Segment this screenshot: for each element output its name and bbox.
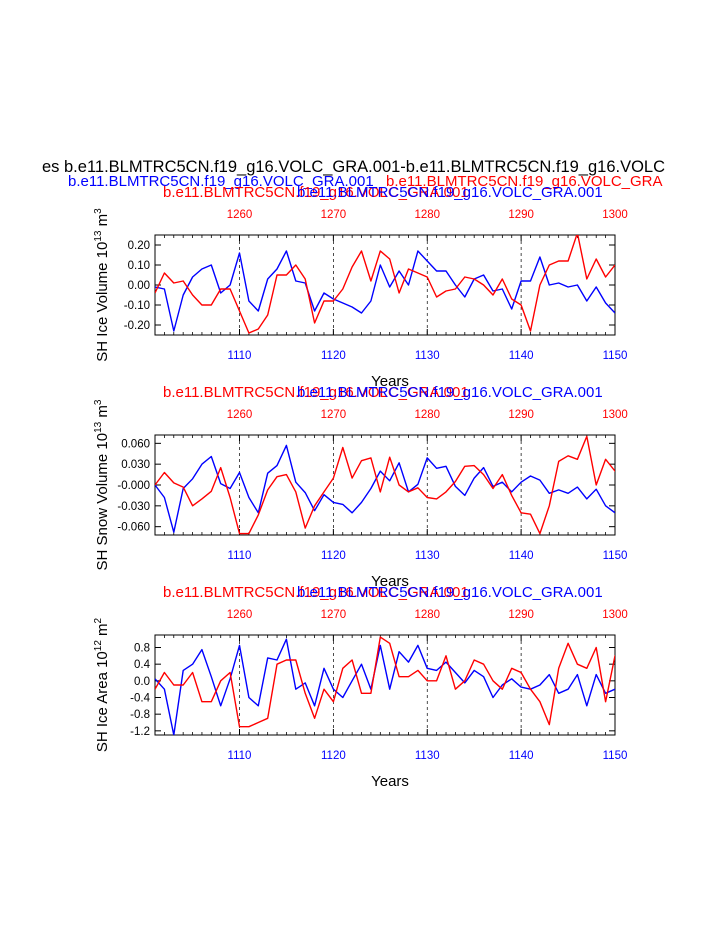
series-line-blue — [155, 250, 615, 332]
y-tick-label: -1.2 — [130, 726, 150, 738]
y-axis-label-exponent: 13 — [93, 421, 104, 433]
panel-title-blue: b.e11.BLMTRC5CN.f19_g16.VOLC_GRA.001 — [297, 184, 603, 201]
y-tick-label: -0.4 — [130, 693, 150, 705]
y-tick-label: 0.0 — [134, 676, 150, 688]
x-tick-label-bottom: 1110 — [228, 750, 252, 762]
y-tick-label: -0.20 — [124, 320, 150, 332]
y-axis-label-part: SH Ice Volume 10 — [94, 242, 111, 362]
y-tick-label: -0.060 — [117, 522, 150, 534]
panel-title-red: b.e11.BLMTRC5CN.f19_g16.VOLC_GRA.001 — [163, 584, 469, 601]
series-line-blue — [155, 638, 615, 735]
ice-volume-panel: b.e11.BLMTRC5CN.f19_g16.VOLC_GRA.001b.e1… — [93, 184, 628, 390]
y-axis-label: SH Snow Volume 1013 m3 — [93, 399, 111, 570]
x-tick-label-top: 1290 — [508, 209, 534, 221]
x-tick-label-bottom: 1150 — [603, 750, 628, 762]
x-tick-label-top: 1280 — [414, 209, 440, 221]
plot-frame — [154, 634, 616, 736]
x-tick-label-bottom: 1120 — [321, 550, 346, 562]
y-axis-label: SH Ice Area 1012 m2 — [93, 617, 111, 752]
y-tick-label: 0.20 — [128, 240, 150, 252]
y-tick-label: 0.060 — [121, 438, 150, 450]
ice-area-panel: b.e11.BLMTRC5CN.f19_g16.VOLC_GRA.001b.e1… — [93, 584, 628, 790]
x-tick-label-bottom: 1130 — [415, 350, 440, 362]
x-tick-label-bottom: 1150 — [603, 350, 628, 362]
y-tick-label: -0.000 — [117, 480, 150, 492]
series-line-blue — [155, 444, 615, 533]
y-tick-label: -0.8 — [130, 709, 150, 721]
y-axis-label-part: m — [94, 214, 111, 231]
x-tick-label-bottom: 1120 — [321, 750, 346, 762]
y-tick-label: 0.10 — [128, 260, 150, 272]
x-tick-label-top: 1270 — [321, 409, 347, 421]
x-tick-label-top: 1290 — [508, 609, 534, 621]
y-tick-label: 0.030 — [121, 459, 150, 471]
x-axis-label: Years — [371, 573, 409, 590]
plot-frame — [154, 234, 616, 336]
x-tick-label-top: 1280 — [414, 409, 440, 421]
y-axis-label-part: m — [94, 405, 111, 422]
panel-title-red: b.e11.BLMTRC5CN.f19_g16.VOLC_GRA.001 — [163, 184, 469, 201]
y-tick-label: 0.00 — [128, 280, 150, 292]
x-tick-label-top: 1300 — [602, 609, 628, 621]
panel-title-red: b.e11.BLMTRC5CN.f19_g16.VOLC_GRA.001 — [163, 384, 469, 401]
snow-volume-panel: b.e11.BLMTRC5CN.f19_g16.VOLC_GRA.001b.e1… — [93, 384, 628, 590]
x-tick-label-top: 1260 — [227, 409, 253, 421]
x-axis-label: Years — [371, 773, 409, 790]
x-tick-label-top: 1260 — [227, 209, 253, 221]
y-tick-label: 0.4 — [134, 659, 151, 671]
y-tick-label: -0.10 — [124, 300, 150, 312]
x-tick-label-bottom: 1110 — [228, 550, 252, 562]
series-line-red — [155, 636, 615, 728]
x-axis-label: Years — [371, 373, 409, 390]
series-line-red — [155, 435, 615, 535]
y-axis-label: SH Ice Volume 1013 m3 — [93, 208, 111, 362]
y-axis-label-exponent: 3 — [93, 208, 104, 214]
x-tick-label-bottom: 1130 — [415, 750, 440, 762]
legend-blue-label: b.e11.BLMTRC5CN.f19_g16.VOLC_GRA.001 — [68, 173, 374, 190]
legend-red-label: b.e11.BLMTRC5CN.f19_g16.VOLC_GRA — [386, 173, 663, 190]
x-tick-label-top: 1290 — [508, 409, 534, 421]
x-tick-label-bottom: 1140 — [509, 550, 534, 562]
y-tick-label: 0.8 — [134, 643, 150, 655]
y-axis-label-part: SH Snow Volume 10 — [94, 433, 111, 571]
x-tick-label-bottom: 1150 — [603, 550, 628, 562]
x-tick-label-top: 1280 — [414, 609, 440, 621]
y-axis-label-part: m — [94, 623, 111, 640]
x-tick-label-bottom: 1130 — [415, 550, 440, 562]
y-axis-label-exponent: 12 — [93, 640, 104, 652]
y-axis-label-exponent: 2 — [93, 617, 104, 623]
figure-title: es b.e11.BLMTRC5CN.f19_g16.VOLC_GRA.001-… — [42, 158, 665, 176]
y-axis-label-exponent: 13 — [93, 230, 104, 242]
x-tick-label-top: 1260 — [227, 609, 253, 621]
x-tick-label-top: 1270 — [321, 609, 347, 621]
x-tick-label-bottom: 1140 — [509, 350, 534, 362]
x-tick-label-bottom: 1110 — [228, 350, 252, 362]
series-line-red — [155, 235, 615, 334]
x-tick-label-top: 1300 — [602, 409, 628, 421]
x-tick-label-bottom: 1120 — [321, 350, 346, 362]
y-tick-label: -0.030 — [117, 501, 150, 513]
panel-title-blue: b.e11.BLMTRC5CN.f19_g16.VOLC_GRA.001 — [297, 384, 603, 401]
y-axis-label-exponent: 3 — [93, 399, 104, 405]
x-tick-label-top: 1300 — [602, 209, 628, 221]
x-tick-label-top: 1270 — [321, 209, 347, 221]
y-axis-label-part: SH Ice Area 10 — [94, 651, 111, 752]
panel-title-blue: b.e11.BLMTRC5CN.f19_g16.VOLC_GRA.001 — [297, 584, 603, 601]
x-tick-label-bottom: 1140 — [509, 750, 534, 762]
